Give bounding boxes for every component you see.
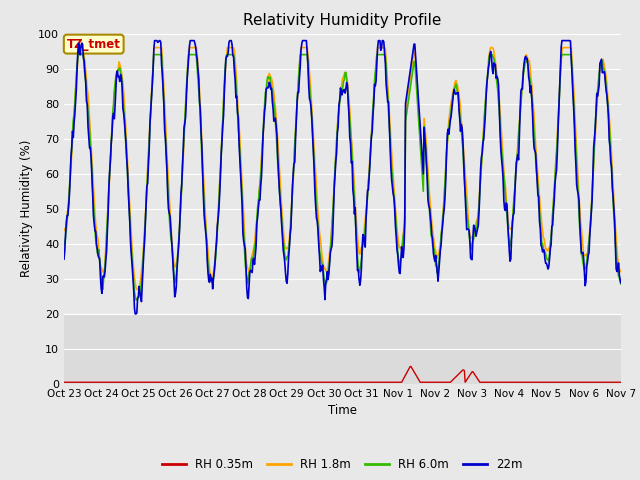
22m [127, 253, 135, 259]
RH 1.8m [617, 268, 625, 274]
X-axis label: Time: Time [328, 405, 357, 418]
RH 1.8m [215, 195, 223, 201]
RH 6.0m [215, 200, 223, 206]
RH 6.0m [412, 71, 419, 76]
22m [131, 311, 139, 317]
RH 1.8m [60, 226, 68, 232]
RH 1.8m [428, 221, 436, 227]
RH 6.0m [74, 52, 82, 58]
RH 0.35m [406, 364, 414, 370]
RH 1.8m [128, 247, 136, 252]
Line: RH 0.35m: RH 0.35m [64, 367, 621, 382]
RH 0.35m [184, 379, 192, 385]
RH 6.0m [128, 258, 136, 264]
RH 0.35m [70, 379, 78, 385]
RH 0.35m [428, 379, 435, 385]
22m [151, 38, 159, 44]
RH 6.0m [60, 242, 68, 248]
RH 6.0m [186, 52, 193, 58]
RH 6.0m [428, 234, 436, 240]
RH 6.0m [70, 111, 78, 117]
22m [60, 256, 68, 262]
Y-axis label: Relativity Humidity (%): Relativity Humidity (%) [20, 140, 33, 277]
Line: 22m: 22m [64, 41, 621, 314]
22m [186, 43, 193, 49]
RH 1.8m [70, 112, 78, 118]
22m [412, 53, 419, 59]
RH 0.35m [411, 370, 419, 376]
22m [70, 120, 78, 125]
Title: Relativity Humidity Profile: Relativity Humidity Profile [243, 13, 442, 28]
Bar [64, 314, 621, 384]
22m [428, 232, 436, 238]
RH 1.8m [412, 60, 419, 66]
Text: TZ_tmet: TZ_tmet [67, 37, 121, 50]
22m [215, 206, 223, 212]
Line: RH 1.8m: RH 1.8m [64, 48, 621, 289]
RH 0.35m [127, 379, 135, 385]
RH 0.35m [214, 379, 221, 385]
RH 1.8m [134, 287, 141, 292]
Legend: RH 0.35m, RH 1.8m, RH 6.0m, 22m: RH 0.35m, RH 1.8m, RH 6.0m, 22m [157, 454, 527, 476]
Line: RH 6.0m: RH 6.0m [64, 55, 621, 300]
RH 6.0m [132, 297, 140, 303]
22m [617, 280, 625, 286]
RH 6.0m [617, 281, 625, 287]
RH 1.8m [186, 45, 193, 50]
RH 0.35m [60, 379, 68, 385]
RH 1.8m [76, 45, 83, 50]
RH 0.35m [617, 379, 625, 385]
